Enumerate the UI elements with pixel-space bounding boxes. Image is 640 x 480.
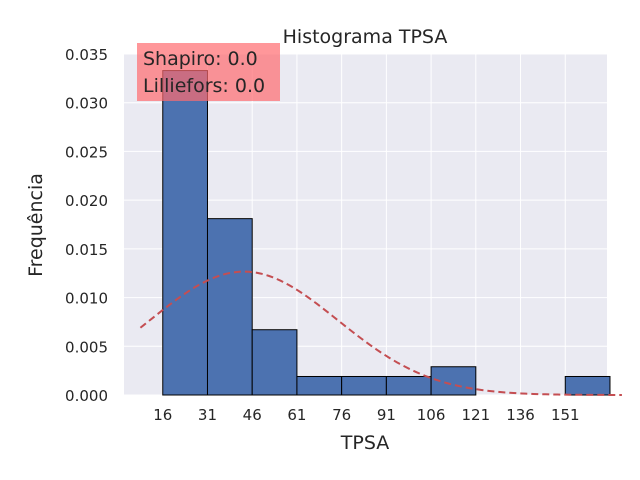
y-axis-title: Frequência xyxy=(25,173,47,277)
histogram-bar xyxy=(385,375,432,396)
histogram-bar xyxy=(206,218,253,396)
y-axis-ticks: 0.000 0.005 0.010 0.015 0.020 0.025 0.030 0.035 xyxy=(65,46,108,405)
x-axis-title: TPSA xyxy=(340,432,389,454)
normal-curve xyxy=(139,270,622,396)
annotation-line-lilliefors: Lilliefors: 0.0 xyxy=(143,75,265,97)
y-tick-label: 0.005 xyxy=(65,338,108,356)
x-tick-label: 106 xyxy=(417,406,446,424)
x-tick-label: 151 xyxy=(551,406,580,424)
x-tick-label: 46 xyxy=(243,406,262,424)
x-axis-ticks: 16 31 46 61 76 91 106 121 136 151 xyxy=(153,406,579,424)
x-tick-label: 121 xyxy=(461,406,490,424)
x-tick-label: 31 xyxy=(198,406,217,424)
histogram-bar xyxy=(341,375,387,396)
histogram-bar xyxy=(251,329,298,396)
normality-test-annotation: Shapiro: 0.0 Lilliefors: 0.0 xyxy=(137,43,280,101)
y-tick-label: 0.030 xyxy=(65,95,108,113)
histogram-bar xyxy=(296,375,343,396)
y-tick-label: 0.035 xyxy=(65,46,108,64)
x-tick-label: 16 xyxy=(153,406,172,424)
y-tick-label: 0.000 xyxy=(65,387,108,405)
y-tick-label: 0.020 xyxy=(65,192,108,210)
x-tick-label: 91 xyxy=(377,406,396,424)
histogram-bars xyxy=(162,70,611,396)
histogram-bar xyxy=(564,375,611,396)
x-tick-label: 61 xyxy=(287,406,306,424)
annotation-box xyxy=(137,43,280,101)
y-tick-label: 0.025 xyxy=(65,143,108,161)
x-tick-label: 76 xyxy=(332,406,351,424)
x-tick-label: 136 xyxy=(506,406,535,424)
y-tick-label: 0.015 xyxy=(65,241,108,259)
chart-title: Histograma TPSA xyxy=(283,26,448,48)
annotation-line-shapiro: Shapiro: 0.0 xyxy=(143,48,258,70)
y-tick-label: 0.010 xyxy=(65,290,108,308)
histogram-bar xyxy=(162,70,208,396)
